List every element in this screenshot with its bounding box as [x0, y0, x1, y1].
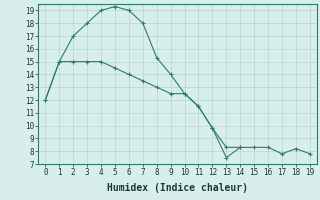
X-axis label: Humidex (Indice chaleur): Humidex (Indice chaleur) [107, 183, 248, 193]
